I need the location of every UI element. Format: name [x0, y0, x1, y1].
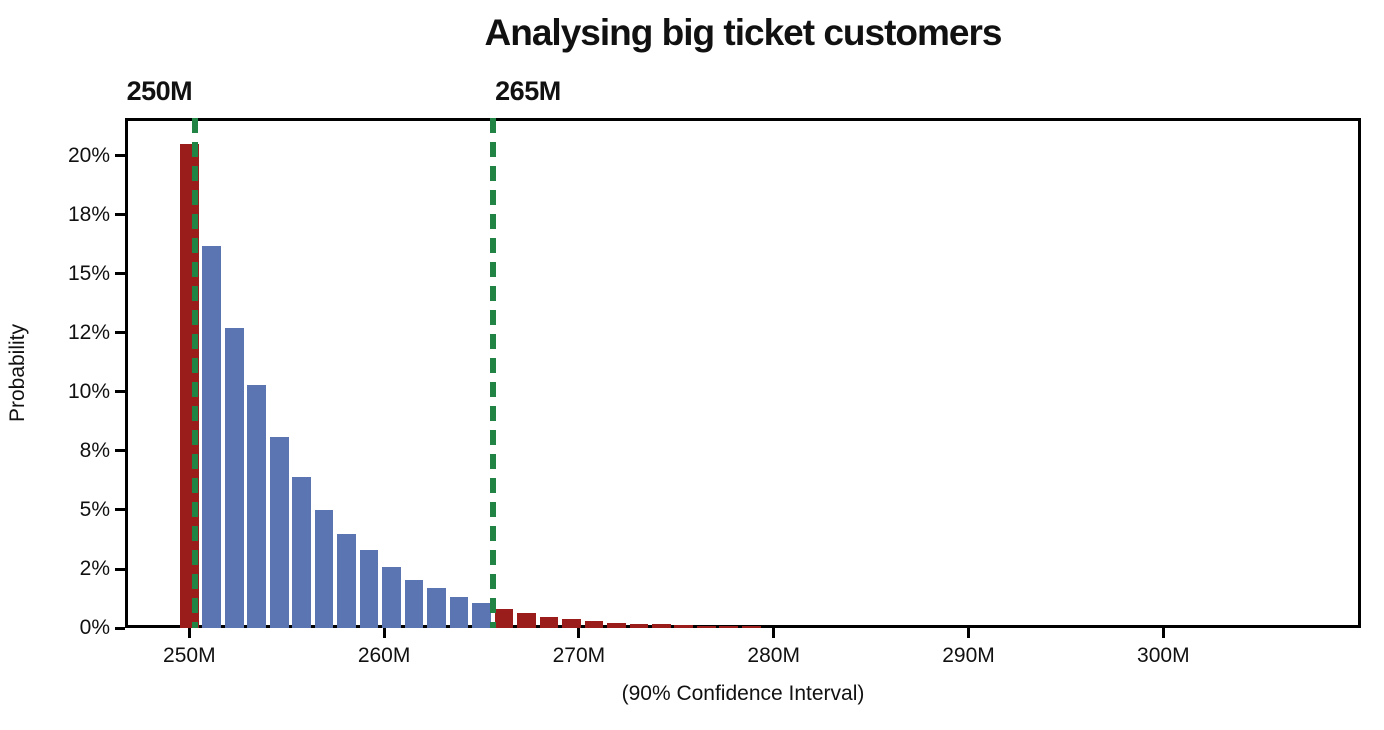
histogram-bar: [674, 624, 693, 628]
x-tick-mark: [967, 628, 970, 638]
histogram-bar: [337, 533, 356, 628]
histogram-bar: [562, 619, 581, 628]
histogram-bar: [202, 245, 221, 628]
y-tick-mark: [115, 331, 125, 335]
y-tick-label: 12%: [67, 320, 110, 344]
histogram-bar: [472, 603, 491, 628]
y-tick-label: 8%: [79, 438, 110, 462]
y-tick-mark: [115, 390, 125, 394]
y-tick-label: 5%: [79, 497, 110, 521]
y-tick-label: 18%: [67, 202, 110, 226]
histogram-bar: [247, 384, 266, 628]
y-tick-mark: [115, 626, 125, 630]
histogram-bar: [225, 328, 244, 628]
histogram-bar: [494, 609, 514, 628]
y-tick-label: 10%: [67, 379, 110, 403]
histogram-bar: [270, 436, 289, 628]
ci-upper-label: 265M: [495, 76, 561, 106]
x-tick-label: 290M: [942, 644, 995, 667]
histogram-bar: [629, 623, 649, 628]
histogram-bar: [742, 626, 761, 628]
histogram-bar: [539, 616, 559, 628]
y-tick-mark: [115, 213, 125, 217]
histogram-bar: [382, 566, 401, 628]
ci-upper-line: [490, 118, 497, 628]
y-tick-mark: [115, 449, 125, 453]
histogram-bar: [584, 620, 604, 628]
x-tick-mark: [577, 628, 581, 638]
histogram-bar: [697, 625, 716, 628]
y-tick-mark: [115, 272, 125, 276]
histogram-bar: [517, 612, 536, 628]
x-tick-label: 280M: [747, 644, 800, 667]
x-tick-mark: [1161, 628, 1165, 638]
x-axis-label: (90% Confidence Interval): [621, 682, 865, 705]
histogram-bar: [607, 622, 626, 628]
y-tick-label: 15%: [67, 261, 110, 285]
y-tick-label: 20%: [67, 143, 110, 167]
histogram-bar: [427, 587, 446, 628]
x-tick-mark: [382, 628, 386, 638]
x-tick-label: 270M: [552, 644, 606, 667]
x-tick-label: 250M: [163, 644, 216, 667]
histogram-bar: [314, 509, 334, 628]
x-tick-mark: [187, 628, 191, 638]
x-tick-label: 300M: [1137, 644, 1190, 667]
histogram-bar: [449, 597, 469, 628]
histogram-bar: [404, 579, 424, 628]
histogram-bar: [719, 626, 738, 628]
y-tick-label: 0%: [79, 616, 110, 639]
ci-lower-label: 250M: [126, 76, 193, 106]
x-tick-label: 260M: [357, 644, 411, 667]
histogram-bar: [652, 624, 671, 628]
y-tick-mark: [115, 154, 125, 158]
chart-title: Analysing big ticket customers: [484, 12, 1003, 53]
plot-area: [125, 118, 1361, 628]
y-tick-label: 2%: [79, 557, 110, 580]
y-tick-mark: [115, 508, 125, 512]
ci-lower-line: [192, 118, 199, 628]
histogram-bar: [292, 476, 311, 628]
y-tick-mark: [115, 567, 125, 571]
x-tick-mark: [772, 628, 776, 638]
y-axis-label: Probability: [6, 323, 29, 423]
histogram-bar: [359, 550, 379, 628]
